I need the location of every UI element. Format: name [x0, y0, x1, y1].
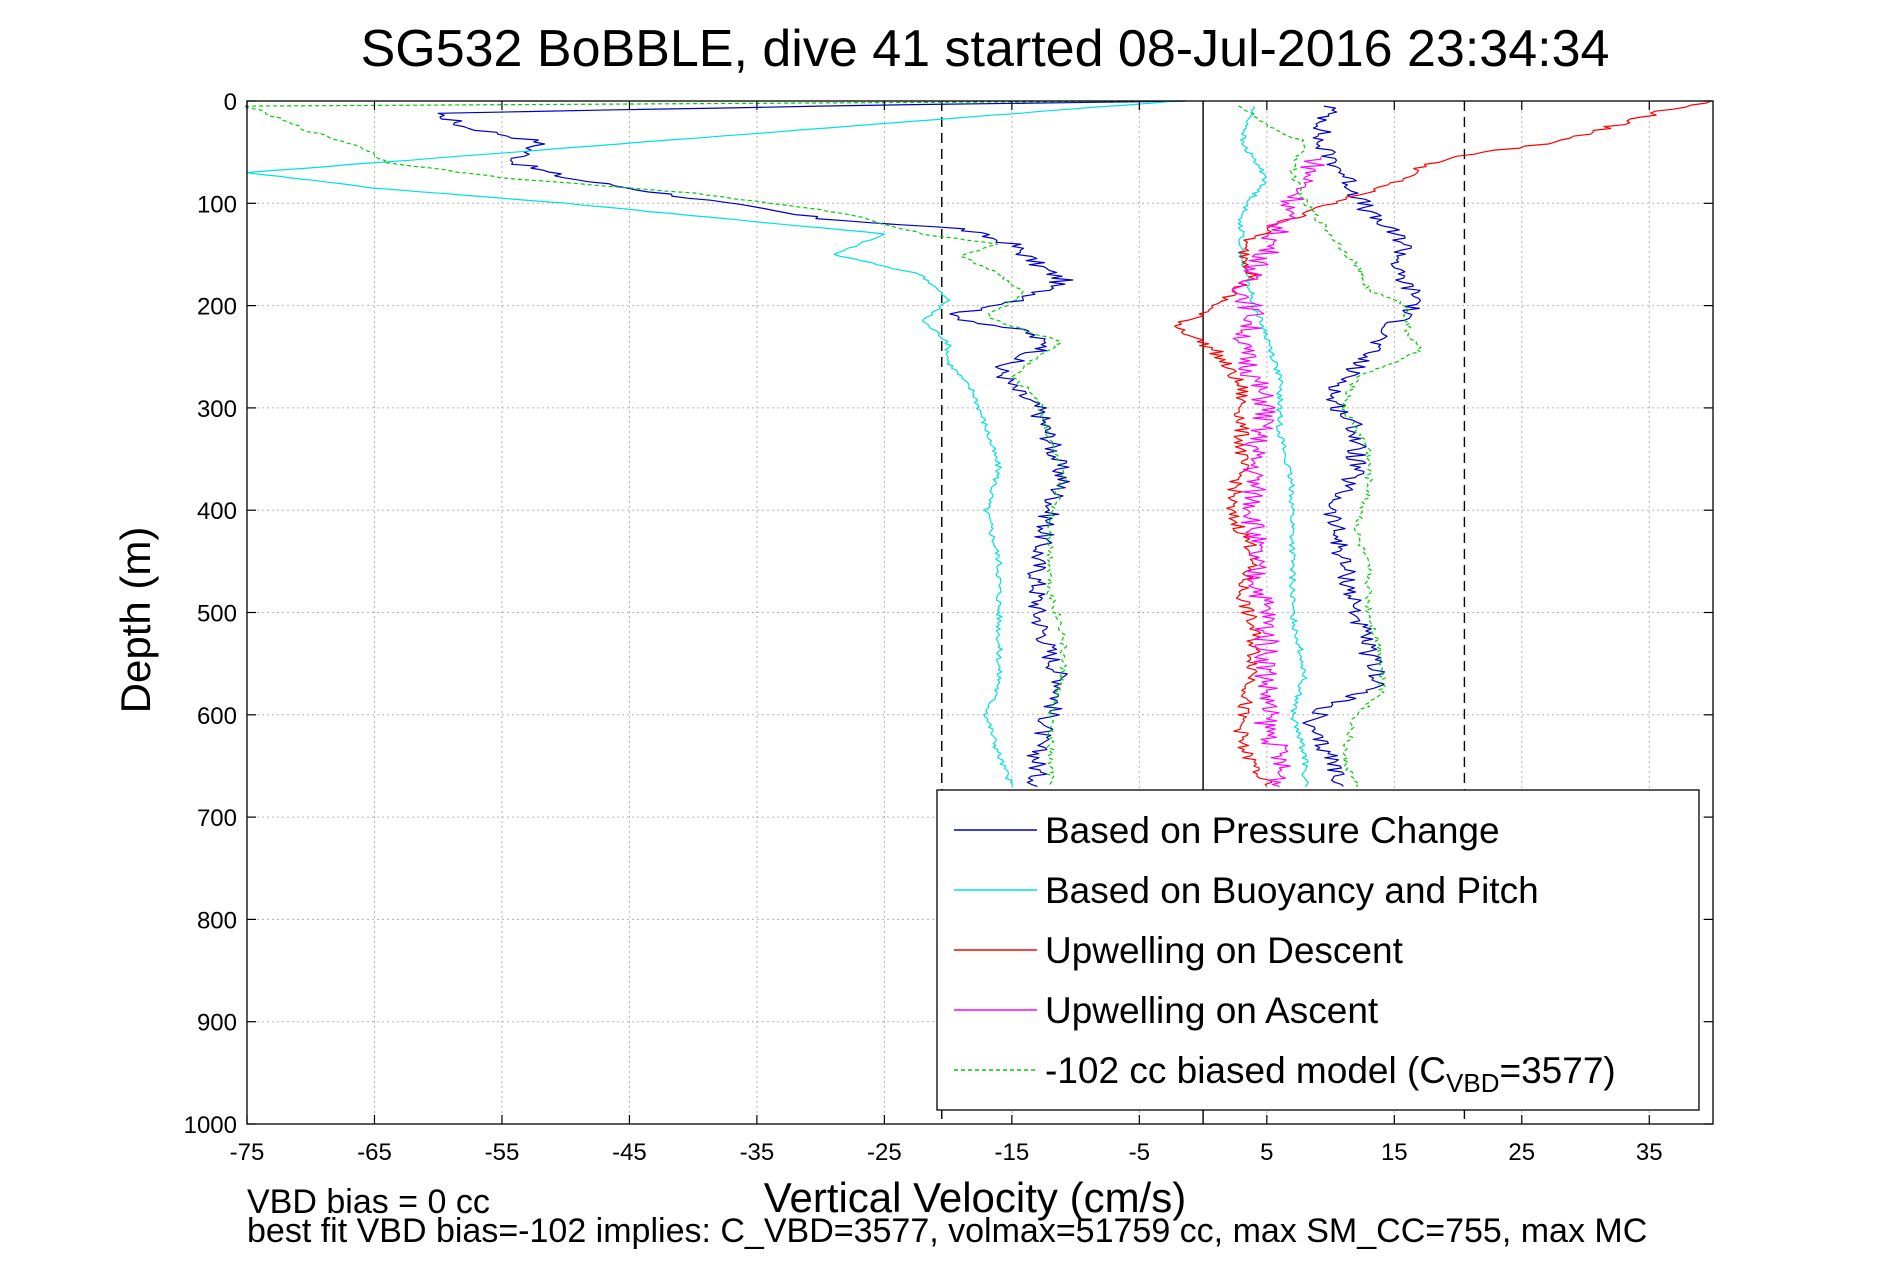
- legend-label: Based on Buoyancy and Pitch: [1045, 870, 1539, 911]
- legend-label: Based on Pressure Change: [1045, 810, 1500, 851]
- x-tick-label: 25: [1508, 1139, 1535, 1166]
- best-fit-text: best fit VBD bias=-102 implies: C_VBD=35…: [247, 1212, 1647, 1250]
- series-line-3-profile: [1174, 100, 1712, 787]
- y-tick-label: 900: [197, 1010, 237, 1037]
- chart-title: SG532 BoBBLE, dive 41 started 08-Jul-201…: [361, 20, 1610, 78]
- legend-label: Upwelling on Descent: [1045, 930, 1404, 971]
- legend-label: Upwelling on Ascent: [1045, 990, 1379, 1031]
- y-tick-label: 600: [197, 703, 237, 730]
- series-line-2-descent: [246, 100, 1176, 787]
- series-line-1-descent: [437, 100, 1186, 787]
- y-tick-label: 100: [197, 191, 237, 218]
- x-tick-label: 35: [1636, 1139, 1663, 1166]
- series-line-1-ascent: [1302, 105, 1421, 787]
- x-tick-label: -15: [995, 1139, 1030, 1166]
- legend: Based on Pressure Change Based on Buoyanc…: [936, 789, 1700, 1111]
- axis-ticks: -75 -65 -55 -45 -35 -25 -15 -5 5 15 25 350100200300…: [184, 89, 1713, 1166]
- x-tick-label: -65: [357, 1139, 392, 1166]
- series-line-5-descent: [243, 100, 1181, 787]
- y-tick-label: 700: [197, 805, 237, 832]
- y-axis-label: Depth (m): [112, 527, 159, 714]
- x-tick-label: 15: [1381, 1139, 1408, 1166]
- y-tick-label: 400: [197, 498, 237, 525]
- y-tick-label: 500: [197, 601, 237, 628]
- series-line-5-ascent: [1238, 105, 1422, 787]
- vbd-bias-text: VBD bias = 0 cc: [247, 1183, 490, 1221]
- x-tick-label: -25: [867, 1139, 902, 1166]
- y-tick-label: 300: [197, 396, 237, 423]
- legend-box: [936, 789, 1700, 1111]
- x-tick-label: -45: [612, 1139, 647, 1166]
- x-tick-label: 5: [1260, 1139, 1273, 1166]
- x-tick-label: -35: [740, 1139, 775, 1166]
- legend-label: -102 cc biased model (CVBD=3577): [1045, 1050, 1616, 1098]
- y-tick-label: 800: [197, 907, 237, 934]
- x-tick-label: -5: [1129, 1139, 1150, 1166]
- x-axis-label: Vertical Velocity (cm/s): [764, 1174, 1186, 1221]
- x-tick-label: -75: [230, 1139, 265, 1166]
- y-tick-label: 200: [197, 294, 237, 321]
- y-tick-label: 1000: [184, 1112, 237, 1139]
- series-line-4-profile: [1231, 157, 1325, 787]
- y-tick-label: 0: [224, 89, 237, 116]
- series-lines: [243, 100, 1712, 787]
- series-line-2-ascent: [1237, 105, 1309, 787]
- x-tick-label: -55: [485, 1139, 520, 1166]
